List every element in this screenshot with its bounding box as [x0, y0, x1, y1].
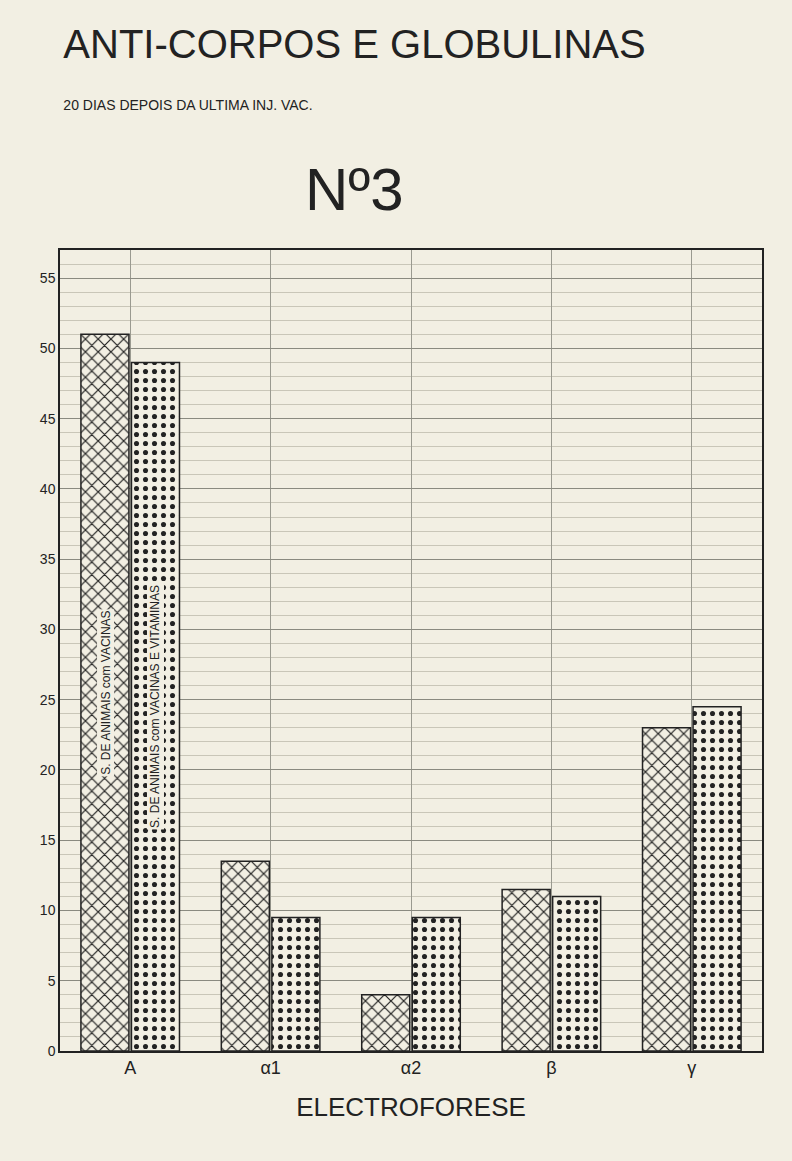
svg-text:15: 15 — [40, 832, 56, 848]
svg-text:50: 50 — [40, 340, 56, 356]
svg-text:40: 40 — [40, 481, 56, 497]
svg-text:45: 45 — [40, 411, 56, 427]
svg-text:ELECTROFORESE: ELECTROFORESE — [296, 1092, 526, 1122]
svg-text:S. DE ANIMAIS com VACINAS: S. DE ANIMAIS com VACINAS — [99, 610, 113, 774]
svg-text:55: 55 — [40, 270, 56, 286]
svg-text:25: 25 — [40, 692, 56, 708]
svg-text:ANTI-CORPOS E GLOBULINAS20 DIA: ANTI-CORPOS E GLOBULINAS20 DIAS DEPOIS D… — [63, 22, 645, 113]
svg-text:35: 35 — [40, 551, 56, 567]
svg-text:10: 10 — [40, 902, 56, 918]
svg-text:β: β — [546, 1058, 556, 1078]
svg-text:5: 5 — [48, 973, 56, 989]
svg-text:α2: α2 — [401, 1058, 421, 1078]
svg-text:30: 30 — [40, 621, 56, 637]
svg-text:γ: γ — [687, 1058, 696, 1078]
svg-text:0: 0 — [48, 1043, 56, 1059]
svg-text:20: 20 — [40, 762, 56, 778]
svg-text:S. DE ANIMAIS com VACINAS E VI: S. DE ANIMAIS com VACINAS E VITAMINAS — [148, 585, 162, 828]
svg-text:A: A — [124, 1058, 136, 1078]
svg-text:α1: α1 — [260, 1058, 280, 1078]
svg-text:Nº3: Nº3 — [305, 156, 404, 223]
